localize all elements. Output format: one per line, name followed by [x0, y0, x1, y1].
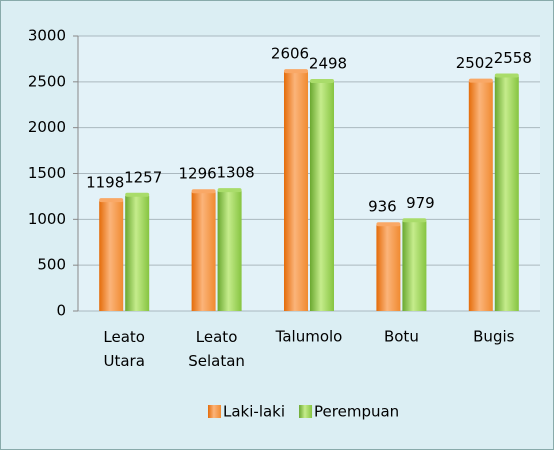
x-tick-label: Botu — [384, 328, 419, 346]
legend-swatch — [208, 405, 221, 418]
value-label: 2498 — [309, 55, 347, 73]
bar — [494, 76, 519, 312]
x-tick-label: Leato Utara — [103, 328, 145, 370]
value-label: 2606 — [271, 45, 309, 63]
x-tick-label-line: Utara — [103, 352, 144, 370]
legend-label: Perempuan — [314, 403, 399, 421]
legend-swatch — [299, 405, 313, 418]
bar-top — [284, 69, 308, 74]
bar — [402, 221, 427, 311]
value-label: 1296 — [179, 165, 217, 183]
legend-label: Laki-laki — [223, 403, 285, 421]
y-tick-label: 2500 — [28, 72, 66, 90]
bar — [99, 201, 124, 311]
bar-top — [376, 222, 401, 227]
y-tick-label: 500 — [37, 256, 66, 274]
value-label: 1308 — [217, 164, 255, 182]
bar-top — [191, 189, 216, 194]
value-label: 1257 — [124, 168, 162, 186]
x-tick-label-line: Leato — [196, 328, 238, 346]
bar — [125, 195, 150, 311]
value-label: 2502 — [456, 54, 494, 72]
bar-top — [310, 79, 334, 84]
value-label: 1198 — [86, 174, 124, 192]
value-label: 2558 — [494, 49, 532, 67]
bar-top — [99, 198, 124, 203]
y-tick-label: 1500 — [28, 164, 66, 182]
x-tick-label: Leato Selatan — [188, 328, 245, 370]
bar-top — [468, 78, 493, 83]
x-tick-label-line: Selatan — [188, 352, 245, 370]
y-tick-label: 1000 — [28, 210, 66, 228]
bar — [191, 192, 216, 311]
value-label: 979 — [406, 194, 435, 212]
x-tick-label: Bugis — [473, 328, 514, 346]
y-tick-label: 3000 — [28, 27, 66, 45]
bar-top — [125, 192, 150, 197]
y-tick-label: 2000 — [28, 118, 66, 136]
value-label: 936 — [368, 198, 397, 216]
bar — [310, 82, 334, 312]
bar — [376, 225, 401, 311]
bar-top — [402, 218, 427, 223]
x-tick-label: Talumolo — [275, 328, 343, 346]
x-tick-label-line: Leato — [103, 328, 145, 346]
y-tick-label: 0 — [56, 302, 66, 320]
bar — [217, 191, 242, 311]
bar-top — [494, 73, 519, 78]
bar — [468, 81, 493, 312]
bar — [284, 72, 308, 311]
bar-top — [217, 188, 242, 193]
